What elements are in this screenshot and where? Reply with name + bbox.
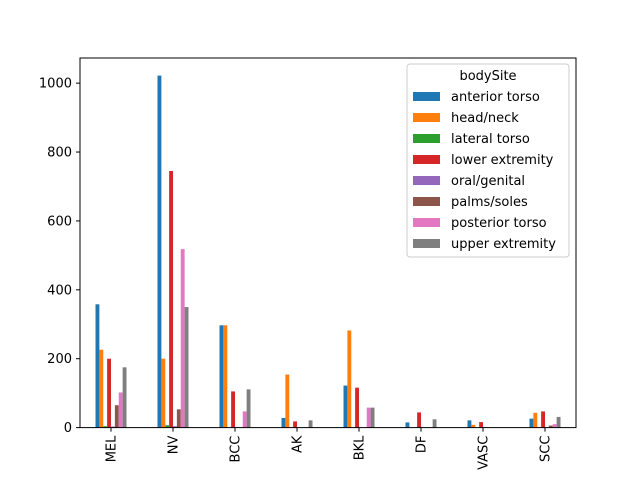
bar — [467, 420, 472, 428]
bar — [111, 426, 115, 428]
bar — [95, 304, 100, 428]
legend-label: head/neck — [451, 111, 519, 126]
bar — [231, 391, 236, 428]
bar — [103, 426, 108, 428]
legend-swatch — [413, 113, 440, 122]
y-tick-label: 200 — [47, 352, 72, 367]
bar — [122, 367, 127, 428]
bar — [541, 411, 546, 428]
bar — [529, 418, 534, 428]
legend: bodySite anterior torso head/neck lateral … — [406, 63, 570, 258]
legend-label: upper extremity — [451, 237, 556, 252]
bar — [107, 358, 112, 428]
bar — [370, 407, 375, 428]
bar — [417, 412, 422, 428]
bar — [343, 385, 348, 428]
bar — [165, 425, 170, 428]
y-tick-label: 400 — [47, 283, 72, 298]
legend-label: palms/soles — [451, 195, 528, 210]
legend-swatch — [413, 134, 440, 143]
legend-swatch — [413, 218, 440, 227]
bar — [99, 349, 104, 428]
legend-frame — [406, 63, 570, 258]
y-tick-label: 800 — [47, 146, 72, 161]
legend-label: oral/genital — [451, 174, 525, 189]
legend-entries: anterior torso head/neck lateral torso lowe… — [413, 90, 556, 252]
y-tick-label: 0 — [64, 421, 72, 436]
legend-label: lower extremity — [451, 153, 554, 168]
legend-label: lateral torso — [451, 132, 530, 147]
plot-frame — [79, 57, 577, 429]
legend-swatch — [413, 239, 440, 248]
bar — [548, 425, 553, 428]
legend-label: posterior torso — [451, 216, 547, 231]
legend-label: anterior torso — [451, 90, 540, 105]
bar — [355, 387, 360, 428]
bar — [173, 426, 177, 428]
bar — [161, 358, 166, 428]
legend-title: bodySite — [459, 69, 516, 84]
bar — [533, 412, 538, 428]
bar — [293, 421, 298, 428]
x-axis: MEL NV BCC AK BKL DF VASC SCC — [105, 427, 554, 470]
x-tick-label: AK — [291, 435, 306, 453]
bar — [169, 170, 174, 428]
bar — [405, 422, 410, 428]
bars-group — [95, 75, 561, 428]
bar — [242, 411, 247, 428]
bar — [223, 325, 228, 428]
x-tick-label: DF — [415, 436, 430, 454]
bar — [479, 422, 484, 428]
bar — [246, 389, 251, 428]
bar — [176, 409, 181, 428]
y-axis: 0 200 400 600 800 1000 — [39, 77, 80, 436]
x-tick-label: SCC — [539, 436, 554, 462]
y-tick-label: 600 — [47, 214, 72, 229]
bar — [180, 249, 185, 428]
bar — [471, 424, 476, 428]
bar — [347, 330, 352, 428]
legend-swatch — [413, 176, 440, 185]
x-tick-label: MEL — [105, 435, 120, 462]
y-tick-label: 1000 — [39, 77, 72, 92]
bar — [118, 392, 123, 428]
bar — [157, 75, 162, 428]
bar — [281, 417, 286, 428]
bar — [556, 416, 561, 428]
bar — [285, 374, 290, 428]
legend-swatch — [413, 197, 440, 206]
x-tick-label: BCC — [229, 436, 244, 463]
x-tick-label: BKL — [353, 435, 368, 460]
legend-swatch — [413, 155, 440, 164]
bar — [219, 325, 224, 428]
bar — [432, 419, 437, 428]
x-tick-label: NV — [167, 436, 182, 455]
bar — [366, 407, 371, 428]
bar — [184, 307, 189, 428]
bar — [552, 424, 557, 428]
x-tick-label: VASC — [477, 436, 492, 470]
bar — [308, 420, 313, 428]
bar — [114, 405, 119, 428]
legend-swatch — [413, 92, 440, 101]
